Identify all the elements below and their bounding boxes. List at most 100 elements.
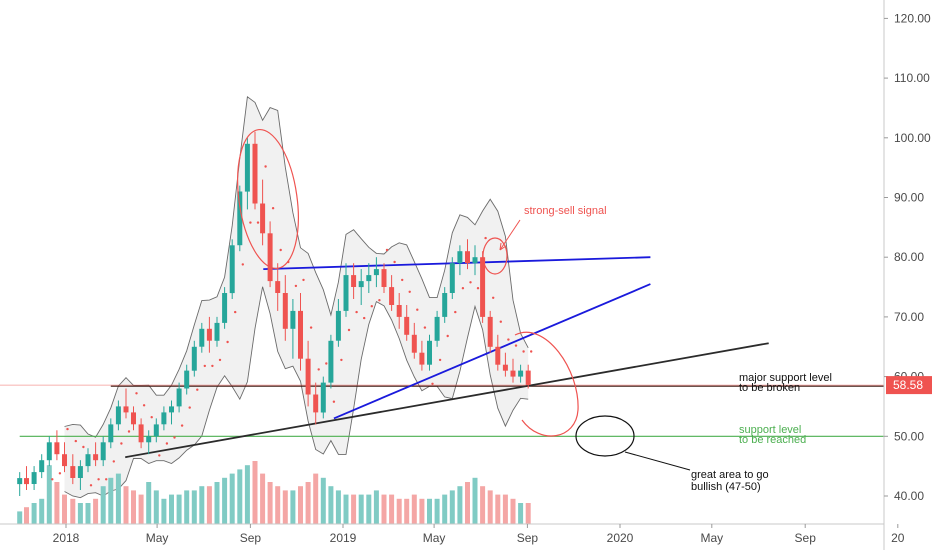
volume-bar <box>404 498 410 524</box>
candle-body <box>31 472 37 484</box>
sar-dot <box>416 308 419 311</box>
volume-bar <box>275 486 281 524</box>
volume-bar <box>290 490 296 524</box>
candle-body <box>495 346 501 365</box>
breakdown-path <box>514 331 579 437</box>
volume-bar <box>358 494 364 524</box>
time-tick-label: Sep <box>517 531 539 545</box>
volume-bar <box>313 473 319 524</box>
candle-body <box>351 275 357 287</box>
volume-bar <box>54 482 60 524</box>
candle-body <box>146 436 152 443</box>
candle-body <box>115 406 121 425</box>
sar-dot <box>234 310 237 314</box>
sar-dot <box>51 478 54 481</box>
candle-body <box>510 370 516 377</box>
candle-body <box>206 328 212 341</box>
candle-body <box>131 412 136 425</box>
candle-body <box>335 310 341 341</box>
sar-dot <box>82 445 85 449</box>
time-tick-label: Sep <box>240 531 262 545</box>
sar-dot <box>105 478 108 481</box>
sar-dot <box>507 338 510 341</box>
sar-dot <box>530 350 533 353</box>
candle-body <box>298 310 303 359</box>
volume-bar <box>328 486 334 524</box>
sar-dot <box>325 362 328 365</box>
candle-body <box>442 293 448 317</box>
sar-dot <box>370 305 373 308</box>
volume-bar <box>465 482 470 524</box>
price-tick-label: 70.00 <box>894 310 924 324</box>
sar-dot <box>499 320 502 323</box>
volume-bar <box>305 482 311 524</box>
volume-bar <box>282 490 288 524</box>
sar-dot <box>393 260 396 264</box>
sar-dot <box>180 424 184 427</box>
candle-body <box>229 245 235 294</box>
sar-dot <box>332 400 336 403</box>
volume-bar <box>427 498 432 524</box>
volume-bar <box>222 477 228 524</box>
sar-dot <box>317 368 320 371</box>
sar-dot <box>363 316 366 320</box>
candle-body <box>24 478 29 485</box>
price-tick-label: 100.00 <box>894 131 931 145</box>
candle-body <box>244 143 250 192</box>
sar-dot <box>385 248 389 252</box>
candle-body <box>214 322 220 341</box>
sar-dot <box>446 334 449 338</box>
volume-bar <box>518 503 524 524</box>
sar-dot <box>309 326 313 329</box>
volume-bar <box>525 503 531 524</box>
major-support-label-2: to be broken <box>739 382 800 394</box>
sar-dot <box>454 310 457 314</box>
sar-dot <box>241 263 244 266</box>
candle-body <box>404 316 410 335</box>
sar-dot <box>173 436 176 439</box>
volume-bar <box>510 498 516 524</box>
sar-dot <box>378 299 381 302</box>
candle-body <box>502 364 508 371</box>
volume-bar <box>442 494 448 524</box>
sar-dot <box>476 287 480 290</box>
candle-body <box>100 442 106 461</box>
sar-dot <box>112 460 116 463</box>
sar-dot <box>142 404 146 407</box>
time-tick-label: May <box>700 531 723 545</box>
volume-bar <box>24 507 29 524</box>
volume-bar <box>115 473 121 524</box>
candle-body <box>54 442 60 455</box>
price-tick-label: 50.00 <box>894 429 924 443</box>
sell-signal-arrow <box>499 219 521 251</box>
sar-dot <box>438 358 442 362</box>
candle-body <box>169 406 174 413</box>
price-tick-label: 120.00 <box>894 11 931 25</box>
trendline <box>263 256 651 270</box>
volume-bar <box>184 490 190 524</box>
sar-dot <box>264 165 267 168</box>
candle-body <box>434 316 440 341</box>
volume-bar <box>62 494 67 524</box>
candle-body <box>290 310 296 329</box>
volume-bar <box>457 486 463 524</box>
sell-signal-label: strong-sell signal <box>524 205 607 217</box>
candle-body <box>77 466 83 478</box>
sar-dot <box>211 364 214 368</box>
candle-body <box>313 394 319 413</box>
time-tick-label: May <box>146 531 169 545</box>
time-axis: 2018 May Sep 2019 May Sep 2020 May Sep 20 <box>53 524 905 545</box>
support-level-label-2: to be reached <box>739 434 806 446</box>
candle-body <box>328 340 334 383</box>
sar-dot <box>401 278 404 282</box>
support-level-label-1: support level <box>739 424 801 436</box>
volume-bar <box>31 503 37 524</box>
bollinger-lower <box>64 286 529 499</box>
volume-bar <box>366 494 372 524</box>
target-ellipse <box>575 415 635 457</box>
volume-bar <box>343 494 349 524</box>
sar-dot <box>461 287 465 290</box>
sar-dot <box>135 392 138 395</box>
time-tick-label: May <box>423 531 446 545</box>
